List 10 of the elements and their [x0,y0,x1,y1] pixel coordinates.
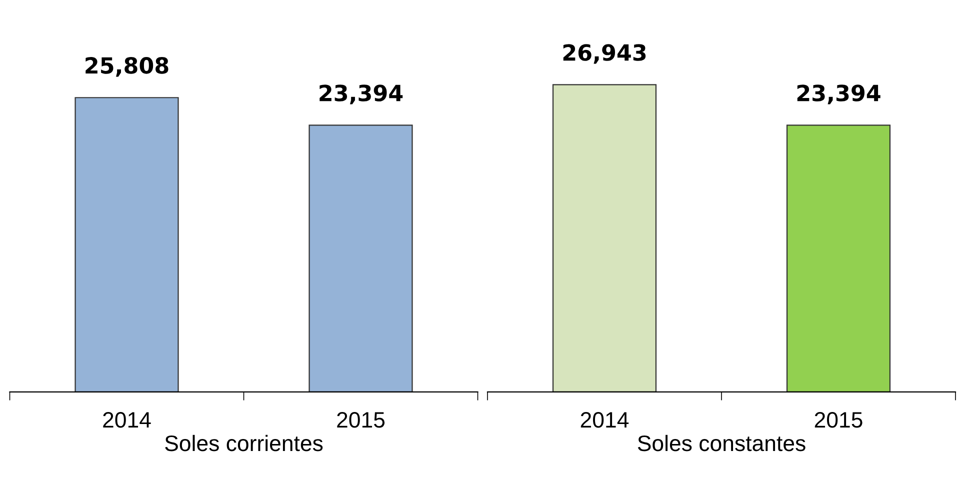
x-tick-label: 2014 [580,412,629,428]
data-label: 26,943 [563,44,646,64]
x-axis-title: Soles corrientes [165,434,323,452]
data-label: 23,394 [797,84,880,104]
data-label: 25,808 [86,57,168,77]
x-tick-label: 2015 [814,412,862,428]
data-label: 23,394 [320,84,403,104]
x-tick-label: 2015 [337,412,385,428]
x-axis-title: Soles constantes [638,434,806,452]
x-tick-label: 2014 [103,412,151,428]
